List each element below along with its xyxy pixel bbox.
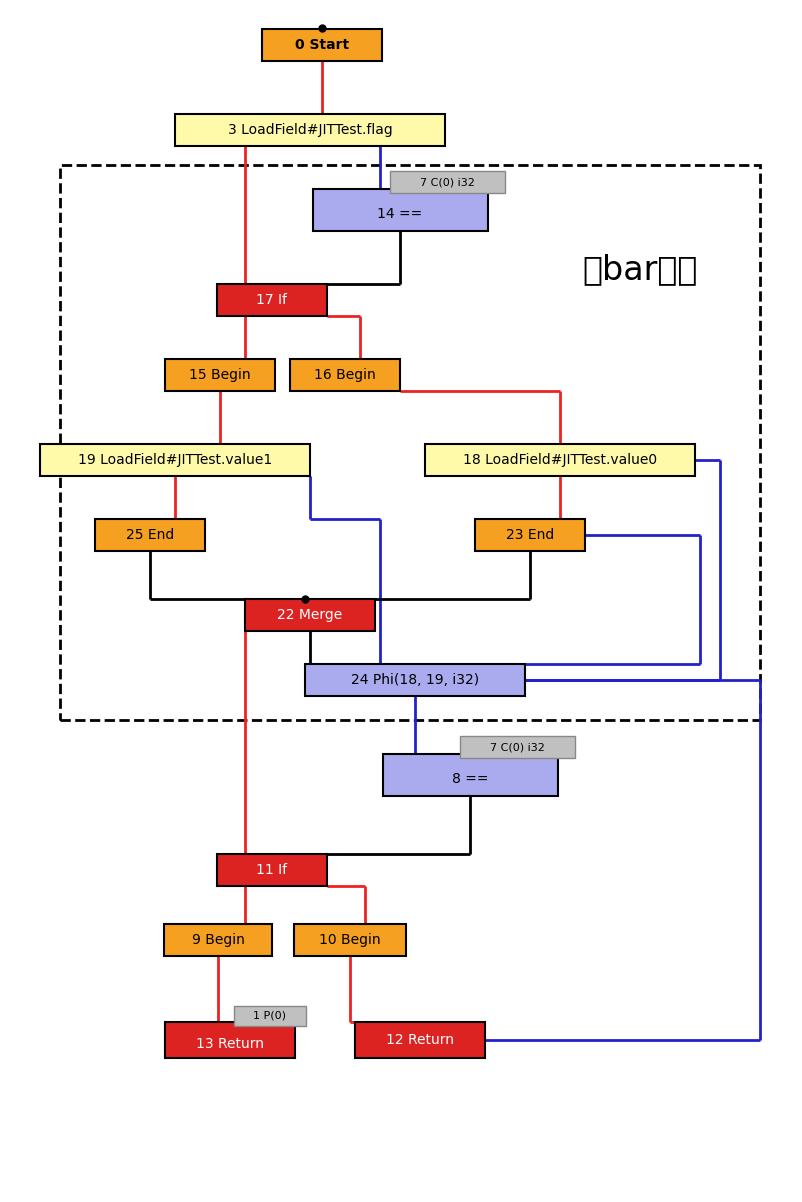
FancyBboxPatch shape: [390, 172, 504, 194]
Text: 0 Start: 0 Start: [295, 38, 349, 52]
FancyBboxPatch shape: [217, 853, 327, 886]
Text: 10 Begin: 10 Begin: [319, 933, 381, 947]
Text: 12 Return: 12 Return: [386, 1033, 454, 1047]
FancyBboxPatch shape: [294, 924, 406, 956]
Text: 8 ==: 8 ==: [452, 772, 488, 786]
Text: 25 End: 25 End: [126, 528, 174, 542]
FancyBboxPatch shape: [164, 924, 272, 956]
FancyBboxPatch shape: [165, 359, 275, 391]
Text: 14 ==: 14 ==: [378, 207, 423, 221]
FancyBboxPatch shape: [95, 519, 205, 551]
FancyBboxPatch shape: [313, 189, 488, 231]
FancyBboxPatch shape: [355, 1022, 485, 1058]
Text: 16 Begin: 16 Begin: [314, 368, 376, 382]
FancyBboxPatch shape: [175, 114, 445, 145]
Text: 15 Begin: 15 Begin: [189, 368, 251, 382]
Text: 23 End: 23 End: [506, 528, 554, 542]
Text: 22 Merge: 22 Merge: [277, 608, 342, 621]
Text: 19 LoadField#JITTest.value1: 19 LoadField#JITTest.value1: [78, 453, 272, 468]
FancyBboxPatch shape: [165, 1022, 295, 1058]
Text: 7 C(0) i32: 7 C(0) i32: [419, 178, 475, 188]
FancyBboxPatch shape: [475, 519, 585, 551]
FancyBboxPatch shape: [40, 444, 310, 476]
Text: 3 LoadField#JITTest.flag: 3 LoadField#JITTest.flag: [228, 123, 392, 137]
FancyBboxPatch shape: [245, 599, 375, 631]
Text: 原bar方法: 原bar方法: [582, 254, 698, 286]
FancyBboxPatch shape: [290, 359, 400, 391]
FancyBboxPatch shape: [305, 664, 525, 696]
Text: 18 LoadField#JITTest.value0: 18 LoadField#JITTest.value0: [463, 453, 657, 468]
FancyBboxPatch shape: [217, 284, 327, 316]
Text: 17 If: 17 If: [257, 293, 287, 307]
FancyBboxPatch shape: [460, 737, 575, 758]
Text: 7 C(0) i32: 7 C(0) i32: [490, 743, 545, 752]
Text: 13 Return: 13 Return: [196, 1037, 264, 1051]
Text: 9 Begin: 9 Begin: [192, 933, 245, 947]
FancyBboxPatch shape: [234, 1006, 306, 1027]
FancyBboxPatch shape: [262, 29, 382, 61]
FancyBboxPatch shape: [425, 444, 695, 476]
FancyBboxPatch shape: [383, 754, 557, 796]
Text: 11 If: 11 If: [257, 863, 288, 877]
Text: 24 Phi(18, 19, i32): 24 Phi(18, 19, i32): [351, 673, 479, 688]
Text: 1 P(0): 1 P(0): [253, 1011, 286, 1020]
